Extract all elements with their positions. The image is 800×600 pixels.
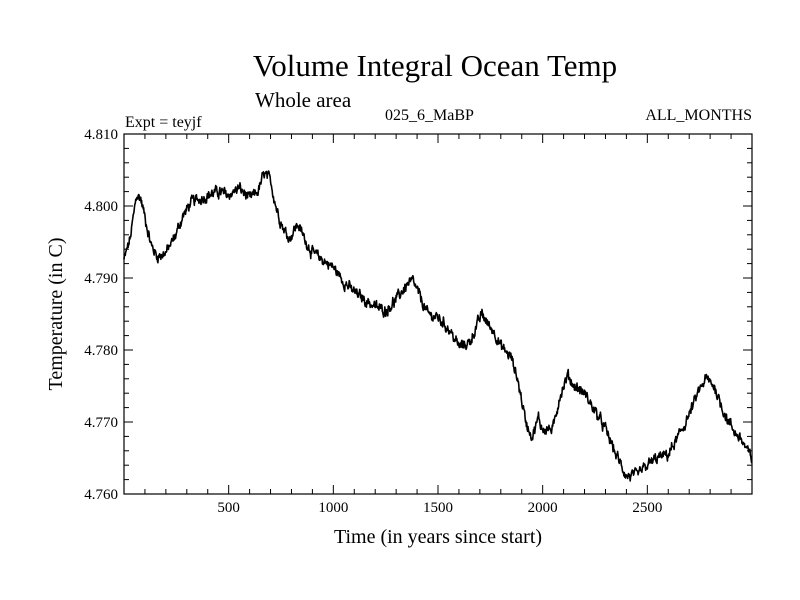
chart-subtitle: Whole area: [255, 88, 352, 112]
months-label: ALL_MONTHS: [645, 107, 752, 124]
x-tick-label: 500: [217, 500, 240, 516]
axis-ticks: [124, 133, 752, 495]
x-axis-label: Time (in years since start): [334, 526, 542, 548]
y-axis-label: Temperature (in C): [45, 238, 67, 391]
series-line: [123, 170, 753, 482]
period-label: 025_6_MaBP: [385, 107, 474, 124]
tick-labels: 500 1000 1500 2000 2500 4.760 4.770 4.780 4.790 4…: [84, 127, 662, 516]
x-tick-label: 1500: [423, 500, 453, 516]
plot-frame: [123, 133, 753, 495]
x-tick-label: 2500: [632, 500, 662, 516]
x-tick-label: 2000: [528, 500, 558, 516]
y-tick-label: 4.760: [84, 487, 118, 503]
chart-title: Volume Integral Ocean Temp: [253, 48, 617, 83]
experiment-label: Expt = teyjf: [125, 114, 202, 131]
y-tick-label: 4.790: [84, 271, 118, 287]
x-tick-label: 1000: [318, 500, 348, 516]
y-tick-label: 4.800: [84, 199, 118, 215]
y-tick-label: 4.780: [84, 343, 118, 359]
y-tick-label: 4.770: [84, 415, 118, 431]
y-tick-label: 4.810: [84, 127, 118, 143]
